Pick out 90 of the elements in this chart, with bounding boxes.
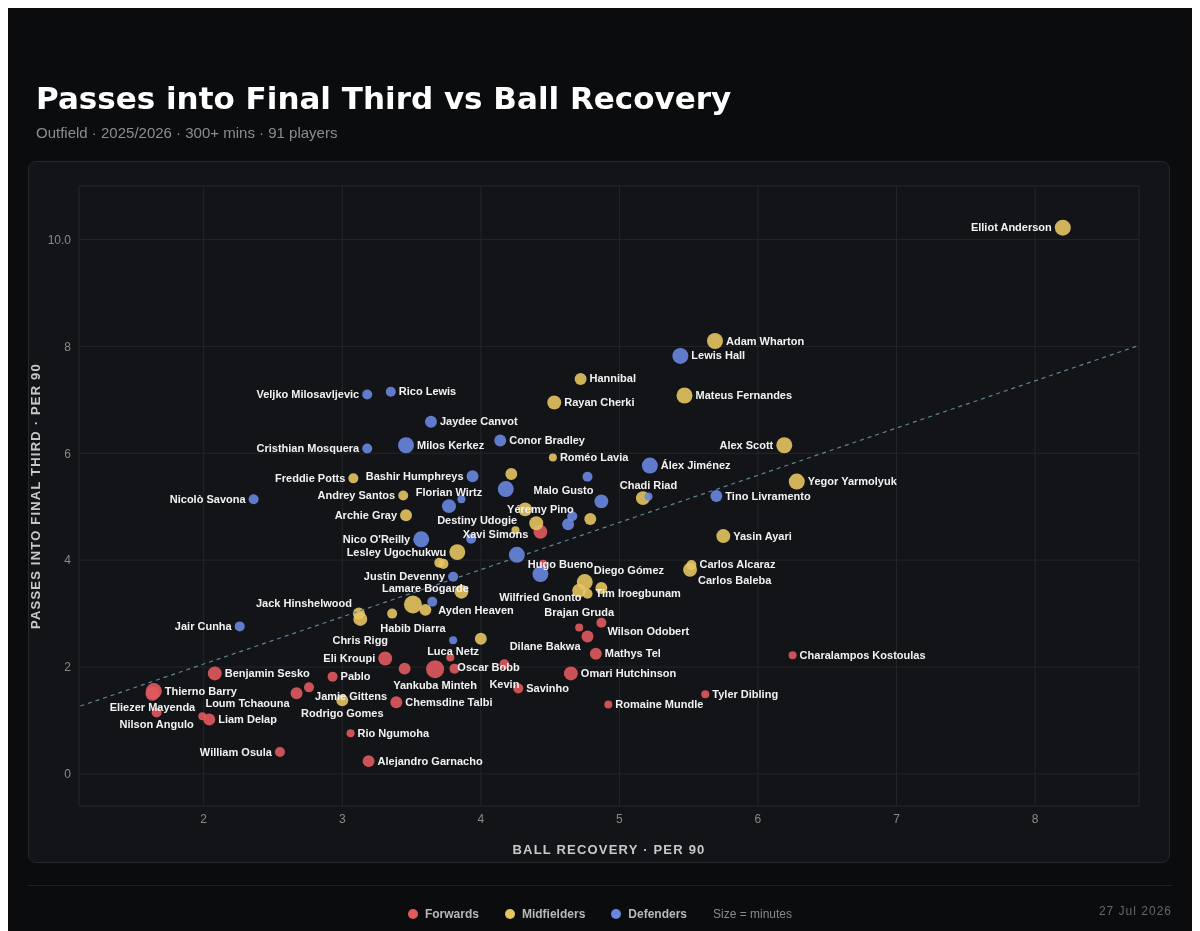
annotation: Tim Iroegbunam xyxy=(595,587,682,600)
annotation: Carlos Alcaraz xyxy=(699,558,776,571)
annotation: Diego Gómez xyxy=(593,563,665,576)
annotation: Rayan Cherki xyxy=(564,395,635,408)
annotation: Conor Bradley xyxy=(509,433,586,446)
annotation: Wilfried Gnonto xyxy=(499,590,582,603)
annotation: Chris Rigg xyxy=(332,634,389,647)
text: 27 Jul 2026 xyxy=(1098,904,1172,918)
annotation: Kevin xyxy=(489,677,520,690)
annotation: Wilson Odobert xyxy=(607,625,690,638)
annotation: Freddie Potts xyxy=(275,471,346,484)
annotation: Roméo Lavia xyxy=(559,451,630,464)
annotation: Veljko Milosavljevic xyxy=(256,387,360,400)
annotation: Luca Netz xyxy=(427,644,480,657)
annotation: Thierno Barry xyxy=(164,684,238,697)
y-tick-label: 2 xyxy=(64,660,72,675)
annotation: Charalampos Kostoulas xyxy=(799,648,926,661)
annotation: Hannibal xyxy=(589,372,637,385)
annotation: Carlos Baleba xyxy=(698,574,773,587)
annotation: Rio Ngumoha xyxy=(357,726,430,739)
y-tick-label: 0 xyxy=(64,767,72,782)
annotation: Jaydee Canvot xyxy=(439,415,518,428)
annotation: Xavi Simons xyxy=(462,527,529,540)
x-tick-label: 3 xyxy=(338,811,346,826)
annotation: Destiny Udogie xyxy=(437,513,518,526)
annotation: Benjamin Sesko xyxy=(224,666,311,679)
annotation: Dilane Bakwa xyxy=(509,640,582,653)
chart-title: Passes into Final Third vs Ball Recovery xyxy=(36,80,733,116)
chart-subtitle: Outfield · 2025/2026 · 300+ mins · 91 players xyxy=(36,124,339,141)
annotation: Habib Diarra xyxy=(380,621,447,634)
annotation: Cristhian Mosquera xyxy=(256,441,361,454)
text: Size = minutes xyxy=(713,907,793,921)
annotation: Lesley Ugochukwu xyxy=(346,545,447,558)
legend-label: Midfielders xyxy=(520,907,586,921)
x-tick-label: 4 xyxy=(477,811,485,826)
annotation: Pablo xyxy=(340,670,371,683)
annotation: Ayden Heaven xyxy=(438,604,515,617)
y-tick-label: 6 xyxy=(64,446,72,461)
annotation: Tyler Dibling xyxy=(712,687,779,700)
annotation: Milos Kerkez xyxy=(417,438,485,451)
annotation: Alejandro Garnacho xyxy=(377,754,483,767)
annotation: Justin Devenny xyxy=(363,570,446,583)
x-tick-label: 8 xyxy=(1031,811,1039,826)
annotation: Jair Cunha xyxy=(174,619,233,632)
annotation: Jamie Gittens xyxy=(315,689,388,702)
y-tick-label: 10.0 xyxy=(47,232,72,247)
annotation: Omari Hutchinson xyxy=(580,666,677,679)
annotation: William Osula xyxy=(199,745,273,758)
annotation: Malo Gusto xyxy=(533,483,594,496)
annotation: Oscar Bobb xyxy=(457,660,520,673)
annotation: Nicolò Savona xyxy=(169,492,247,505)
annotation: Bashir Humphreys xyxy=(365,469,464,482)
annotation: Eli Kroupi xyxy=(323,651,376,664)
annotation: Romaine Mundle xyxy=(615,697,704,710)
x-tick-label: 2 xyxy=(200,811,208,826)
x-tick-label: 6 xyxy=(754,811,762,826)
legend-label: Defenders xyxy=(627,907,687,921)
annotation: Mathys Tel xyxy=(604,647,661,660)
annotation: Álex Jiménez xyxy=(660,459,732,472)
annotation: Brajan Gruda xyxy=(544,606,615,619)
annotation: Yankuba Minteh xyxy=(393,678,478,691)
annotation: Loum Tchaouna xyxy=(205,696,291,709)
annotation: Tino Livramento xyxy=(725,489,811,502)
annotation: Rodrigo Gomes xyxy=(301,706,384,719)
annotation: Chemsdine Talbi xyxy=(405,695,493,708)
annotation: Alex Scott xyxy=(719,438,774,451)
annotation: Jack Hinshelwood xyxy=(255,597,352,610)
annotation: Andrey Santos xyxy=(317,488,396,501)
annotation: Elliot Anderson xyxy=(970,221,1053,234)
annotation: Chadi Riad xyxy=(619,479,678,492)
y-tick-label: 8 xyxy=(64,339,72,354)
x-tick-label: 5 xyxy=(616,811,624,826)
annotation: Rico Lewis xyxy=(398,385,457,398)
legend-label: Forwards xyxy=(423,907,479,921)
annotation: Florian Wirtz xyxy=(415,485,483,498)
annotation: Adam Wharton xyxy=(725,334,805,347)
annotation: Yegor Yarmolyuk xyxy=(807,475,898,488)
annotation: Savinho xyxy=(526,681,570,694)
annotation: Nico O'Reilly xyxy=(342,532,412,545)
annotation: Mateus Fernandes xyxy=(695,389,793,402)
y-tick-label: 4 xyxy=(64,553,72,568)
annotation: Nilson Angulo xyxy=(119,717,194,730)
annotation: Yasin Ayari xyxy=(733,529,792,542)
x-tick-label: 7 xyxy=(893,811,901,826)
annotation: Archie Gray xyxy=(334,508,398,521)
x-axis-title: BALL RECOVERY · PER 90 xyxy=(512,842,706,857)
annotation: Lewis Hall xyxy=(691,349,746,362)
annotation: Eliezer Mayenda xyxy=(109,701,197,714)
annotation: Liam Delap xyxy=(218,712,278,725)
y-axis-title: PASSES INTO FINAL THIRD · PER 90 xyxy=(27,363,43,629)
